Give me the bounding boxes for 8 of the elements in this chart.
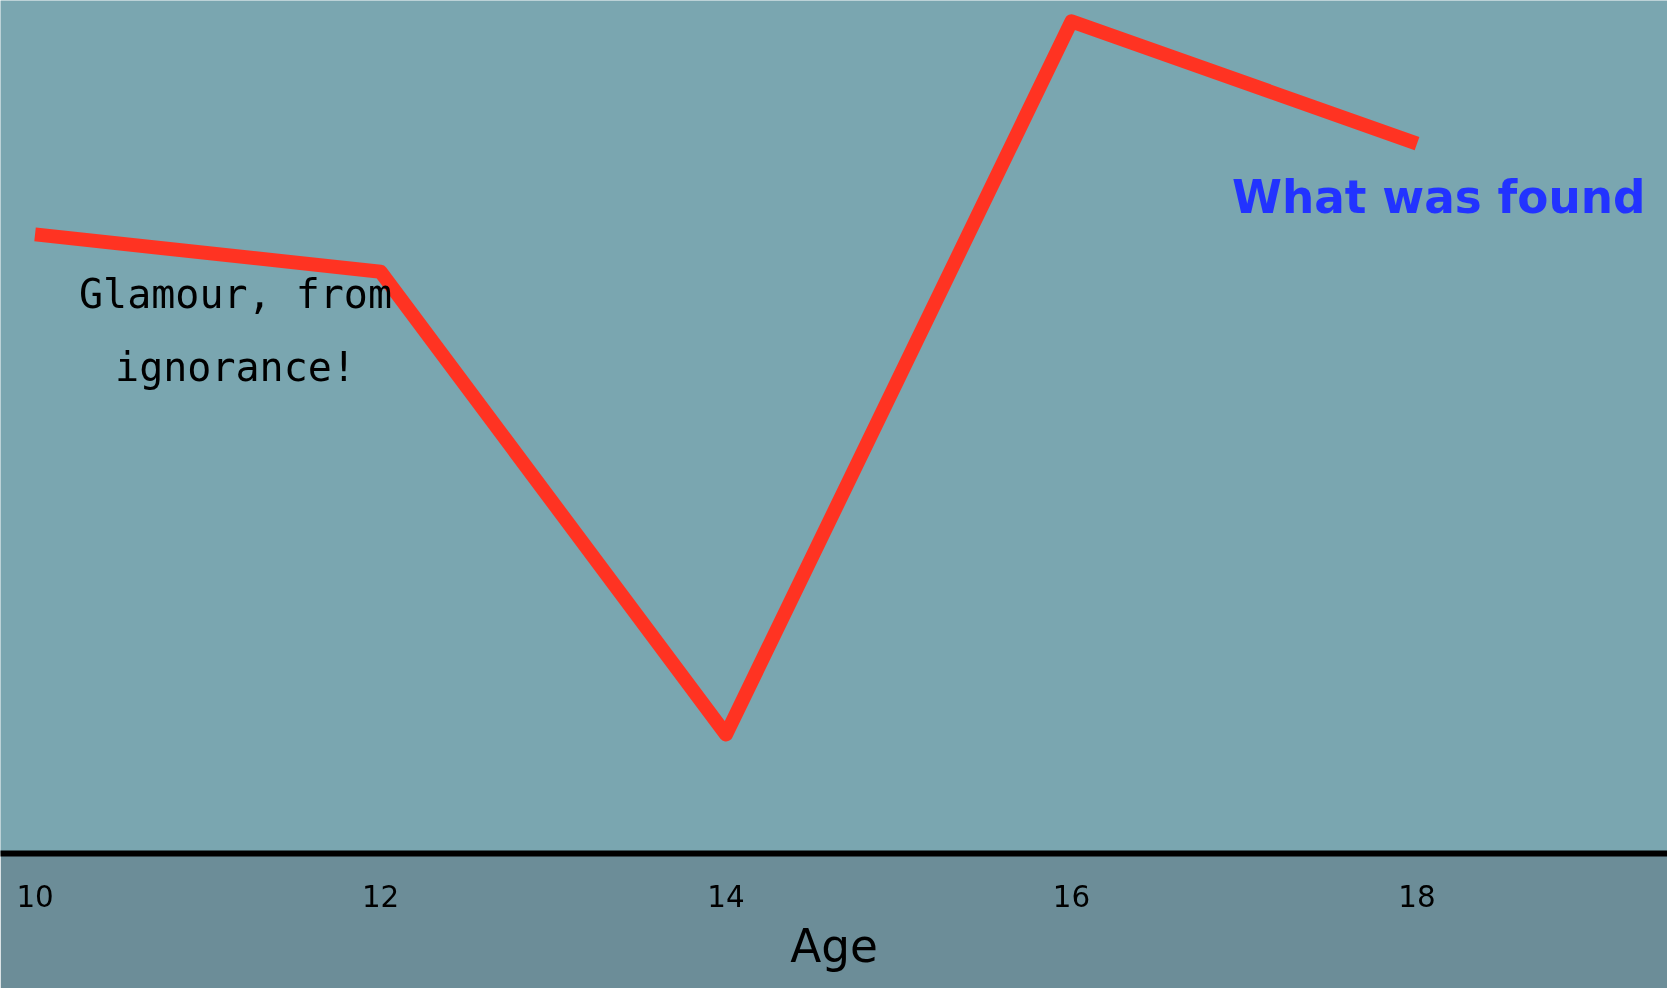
x-tick-label: 14 — [707, 879, 745, 914]
x-tick-label: 16 — [1052, 879, 1091, 914]
series-label: What was found — [1232, 170, 1646, 224]
annotation: Glamour, from ignorance! — [78, 270, 393, 391]
x-tick-label: 10 — [16, 879, 54, 914]
x-axis-title: Age — [790, 919, 878, 973]
x-tick-label: 12 — [361, 879, 400, 914]
x-tick-label: 18 — [1398, 879, 1436, 914]
